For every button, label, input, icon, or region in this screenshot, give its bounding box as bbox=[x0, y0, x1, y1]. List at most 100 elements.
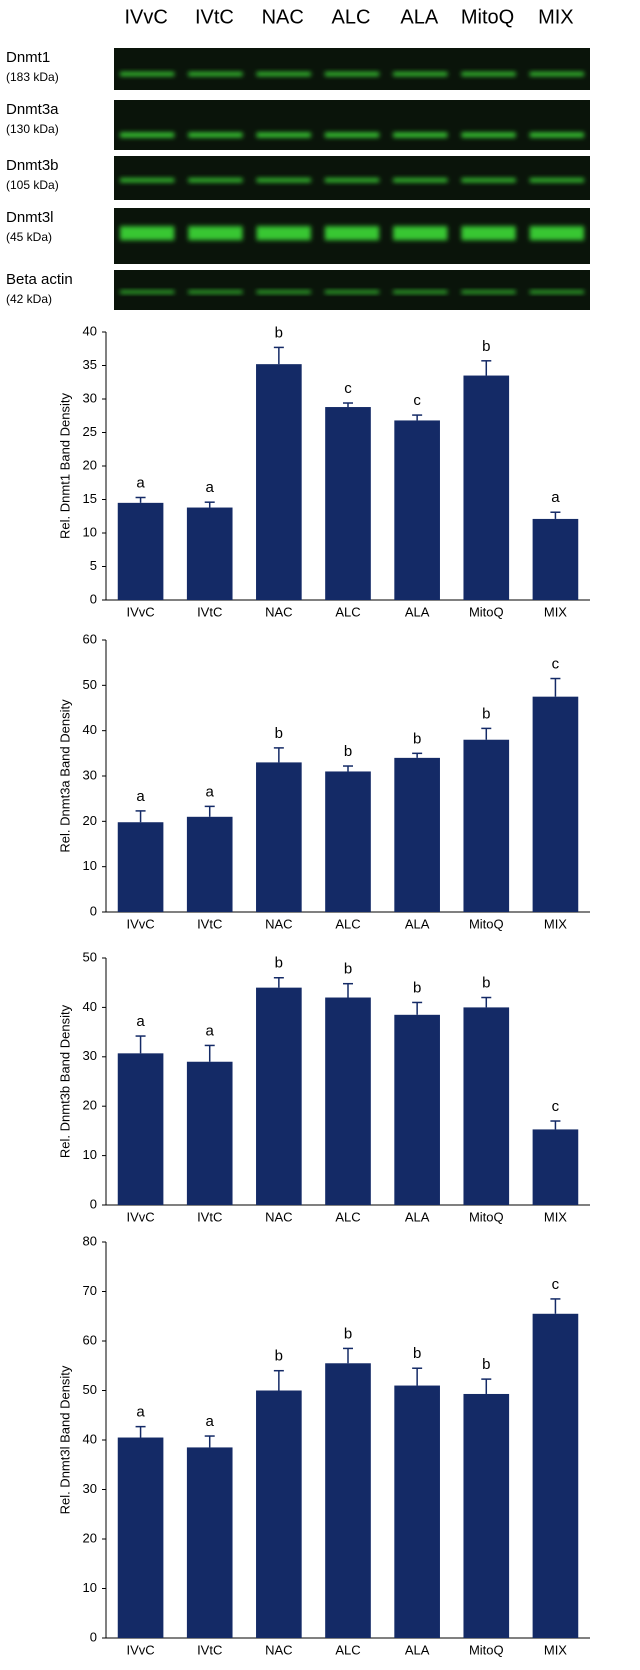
blot-bands bbox=[120, 178, 584, 182]
y-tick-label: 50 bbox=[83, 1382, 97, 1397]
significance-letter: a bbox=[136, 474, 145, 491]
error-bar bbox=[274, 978, 284, 988]
blot-band bbox=[188, 178, 242, 182]
lane-label: MIX bbox=[538, 6, 574, 28]
bar bbox=[533, 697, 579, 912]
y-tick-label: 80 bbox=[83, 1233, 97, 1248]
lane-label: ALA bbox=[400, 6, 438, 28]
blot-band bbox=[120, 226, 174, 240]
error-bar bbox=[205, 1045, 215, 1061]
error-bar bbox=[481, 728, 491, 739]
y-tick-label: 5 bbox=[90, 558, 97, 573]
blot-band bbox=[325, 178, 379, 182]
significance-letter: b bbox=[482, 974, 490, 991]
x-tick-label: MitoQ bbox=[469, 916, 504, 931]
bar bbox=[463, 376, 509, 600]
lane-label: MitoQ bbox=[461, 6, 514, 28]
error-bar bbox=[550, 679, 560, 697]
blot-band bbox=[188, 291, 242, 294]
significance-letter: b bbox=[275, 324, 283, 341]
y-tick-label: 60 bbox=[83, 631, 97, 646]
significance-letter: a bbox=[206, 479, 215, 496]
x-tick-label: ALC bbox=[335, 604, 360, 619]
blot-strip bbox=[114, 156, 590, 200]
blot-band bbox=[325, 226, 379, 240]
bar bbox=[118, 1053, 164, 1205]
error-bar bbox=[481, 1379, 491, 1394]
bar bbox=[187, 1447, 233, 1638]
x-tick-label: ALA bbox=[405, 604, 430, 619]
y-tick-label: 30 bbox=[83, 767, 97, 782]
bar bbox=[325, 998, 371, 1205]
y-tick-label: 30 bbox=[83, 1481, 97, 1496]
y-tick-label: 40 bbox=[83, 1431, 97, 1446]
y-tick-label: 0 bbox=[90, 1196, 97, 1211]
lane-label: IVvC bbox=[124, 6, 167, 28]
bar bbox=[394, 758, 440, 912]
error-bar bbox=[481, 361, 491, 376]
error-bar bbox=[550, 1299, 560, 1314]
blot-band bbox=[120, 178, 174, 182]
bar bbox=[394, 1015, 440, 1205]
blot-strip bbox=[114, 48, 590, 90]
y-tick-label: 40 bbox=[83, 323, 97, 338]
error-bar bbox=[343, 1348, 353, 1363]
error-bar bbox=[412, 753, 422, 758]
y-tick-label: 50 bbox=[83, 949, 97, 964]
error-bar bbox=[412, 415, 422, 420]
blot-band bbox=[530, 178, 584, 182]
y-tick-label: 10 bbox=[83, 1580, 97, 1595]
bar bbox=[256, 762, 302, 912]
y-tick-label: 20 bbox=[83, 1530, 97, 1545]
bar bbox=[256, 364, 302, 600]
y-tick-label: 15 bbox=[83, 491, 97, 506]
x-tick-label: IVvC bbox=[126, 604, 154, 619]
bar bbox=[394, 1386, 440, 1638]
significance-letter: c bbox=[344, 380, 352, 397]
bar bbox=[325, 1363, 371, 1638]
significance-letter: c bbox=[552, 656, 560, 673]
x-tick-label: MIX bbox=[544, 916, 567, 931]
y-tick-label: 0 bbox=[90, 903, 97, 918]
bar bbox=[187, 1062, 233, 1205]
significance-letter: b bbox=[275, 955, 283, 972]
significance-letter: a bbox=[206, 1413, 215, 1430]
y-tick-label: 20 bbox=[83, 1098, 97, 1113]
y-tick-label: 35 bbox=[83, 357, 97, 372]
y-axis-label: Rel. Dnmt3a Band Density bbox=[57, 699, 72, 853]
lane-label: ALC bbox=[332, 6, 371, 28]
blot-strip bbox=[114, 270, 590, 310]
blot-bands bbox=[120, 133, 584, 138]
x-tick-label: ALA bbox=[405, 1209, 430, 1224]
blot-row-size: (183 kDa) bbox=[6, 70, 59, 84]
significance-letter: c bbox=[413, 392, 421, 409]
blot-band bbox=[325, 291, 379, 294]
x-tick-label: IVtC bbox=[197, 604, 222, 619]
x-tick-label: MIX bbox=[544, 1209, 567, 1224]
y-axis-label: Rel. Dnmt3l Band Density bbox=[57, 1365, 72, 1514]
x-tick-label: NAC bbox=[265, 1209, 292, 1224]
blot-band bbox=[393, 291, 447, 294]
y-tick-label: 10 bbox=[83, 524, 97, 539]
x-tick-label: MitoQ bbox=[469, 604, 504, 619]
figure: IVvCIVtCNACALCALAMitoQMIXDnmt1(183 kDa)D… bbox=[0, 0, 640, 1670]
bar bbox=[533, 519, 579, 600]
blot-row-size: (130 kDa) bbox=[6, 122, 59, 136]
blot-band bbox=[461, 291, 515, 294]
y-tick-label: 25 bbox=[83, 424, 97, 439]
blot-band bbox=[188, 133, 242, 138]
blot-row-name: Dnmt3b bbox=[6, 157, 59, 174]
blot-band bbox=[393, 133, 447, 138]
significance-letter: a bbox=[136, 1013, 145, 1030]
error-bar bbox=[550, 512, 560, 519]
blot-row-size: (45 kDa) bbox=[6, 230, 52, 244]
blot-band bbox=[393, 226, 447, 240]
significance-letter: b bbox=[275, 725, 283, 742]
bar bbox=[463, 1394, 509, 1638]
bar bbox=[187, 817, 233, 912]
error-bar bbox=[412, 1368, 422, 1385]
x-tick-label: ALA bbox=[405, 916, 430, 931]
x-tick-label: IVtC bbox=[197, 1642, 222, 1657]
blot-band bbox=[257, 178, 311, 182]
blot-band bbox=[257, 291, 311, 294]
